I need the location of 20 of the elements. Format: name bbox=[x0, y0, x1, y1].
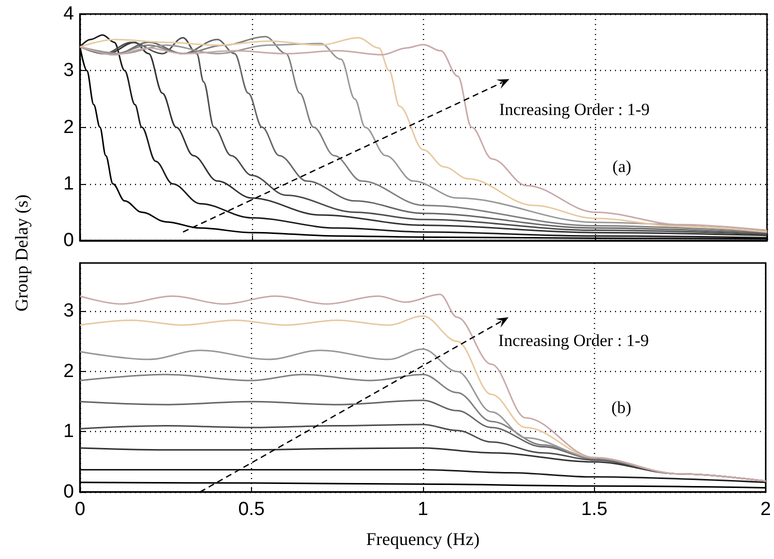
y-tick-label: 4 bbox=[63, 4, 74, 24]
y-axis-title: Group Delay (s) bbox=[12, 194, 32, 312]
annotation: (a) bbox=[612, 156, 632, 177]
y-tick-label: 0 bbox=[63, 230, 74, 251]
y-tick-label: 3 bbox=[63, 60, 74, 82]
y-tick-label: 2 bbox=[63, 360, 74, 382]
annotation: Increasing Order : 1-9 bbox=[499, 100, 650, 120]
annotation: Increasing Order : 1-9 bbox=[498, 331, 649, 352]
y-tick-label: 3 bbox=[63, 300, 74, 322]
y-tick-label: 1 bbox=[63, 421, 74, 442]
x-tick-label: 0.5 bbox=[238, 499, 265, 520]
y-tick-label: 1 bbox=[63, 173, 74, 194]
y-tick-label: 0 bbox=[63, 482, 74, 502]
line-series bbox=[79, 468, 766, 484]
x-tick-label: 1 bbox=[418, 499, 428, 520]
x-axis-title: Frequency (Hz) bbox=[366, 529, 480, 549]
x-tick-label: 2 bbox=[760, 499, 772, 520]
annotation: (b) bbox=[611, 398, 632, 418]
x-tick-label: 1.5 bbox=[581, 499, 608, 520]
y-tick-label: 2 bbox=[63, 116, 74, 138]
